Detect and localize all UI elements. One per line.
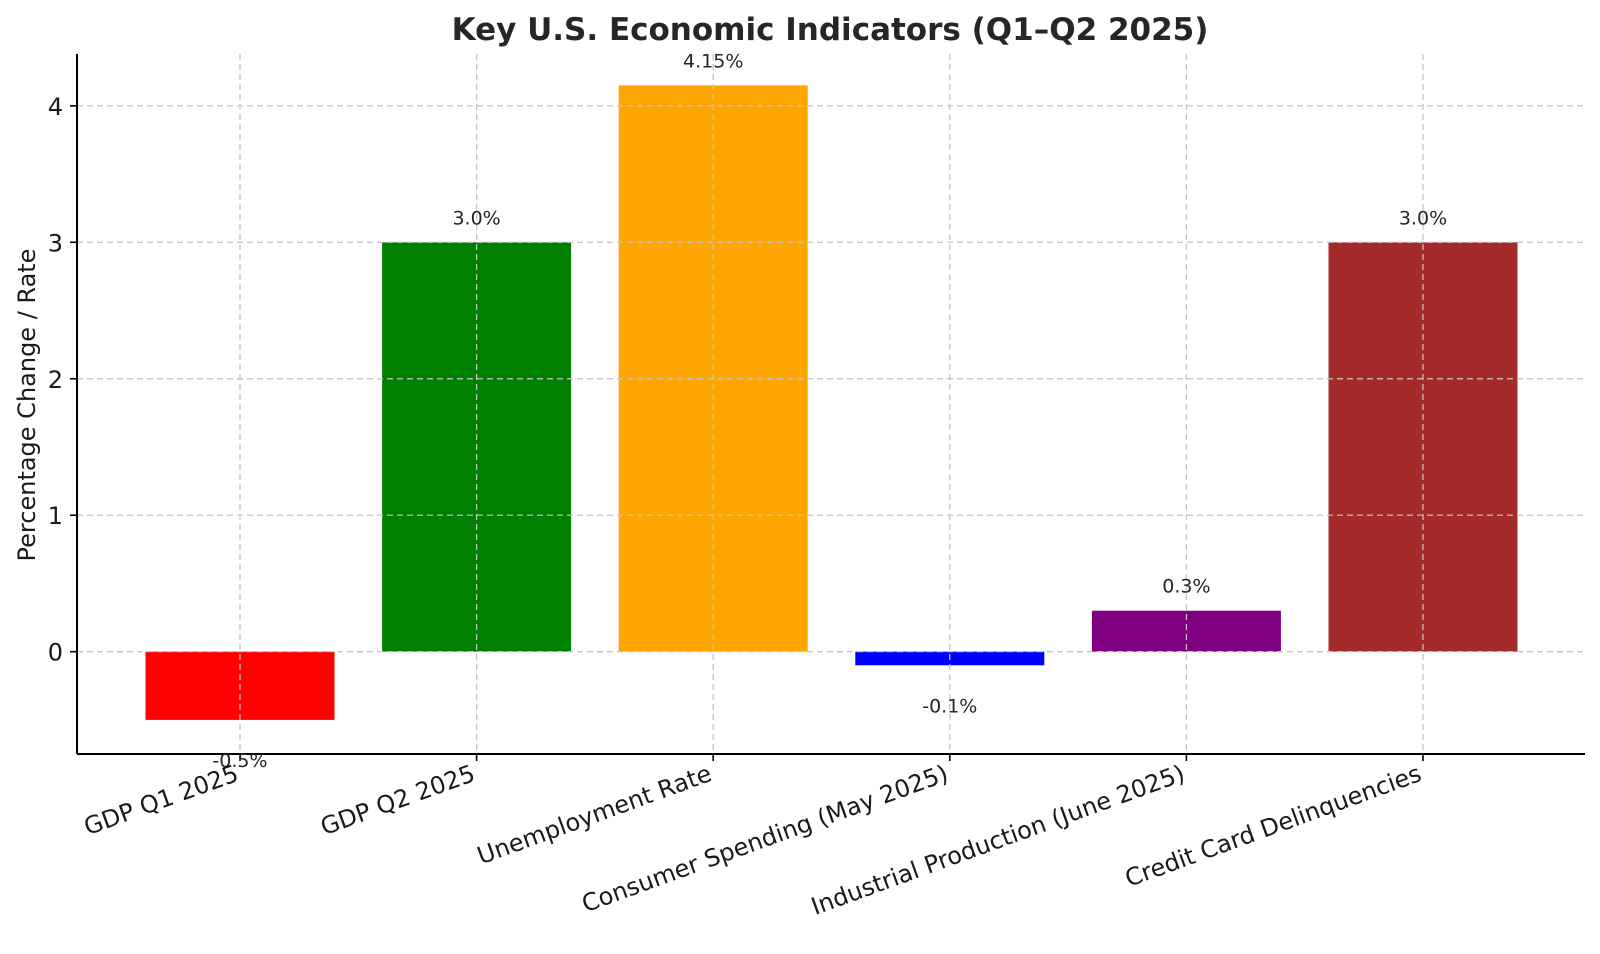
y-tick-label: 0 bbox=[48, 639, 63, 667]
bar-value-label: -0.1% bbox=[922, 695, 977, 717]
x-tick-label: GDP Q2 2025 bbox=[317, 759, 479, 841]
bars bbox=[77, 54, 1585, 754]
bar-value-label: 4.15% bbox=[683, 50, 743, 72]
y-axis-label: Percentage Change / Rate bbox=[13, 249, 41, 562]
y-tick-label: 4 bbox=[48, 93, 63, 121]
axes bbox=[70, 54, 1585, 761]
y-tick-label: 1 bbox=[48, 502, 63, 530]
x-tick-label: Industrial Production (June 2025) bbox=[808, 759, 1189, 920]
bar-value-label: -0.5% bbox=[212, 750, 267, 772]
y-tick-label: 3 bbox=[48, 229, 63, 257]
bar-value-label: 0.3% bbox=[1162, 576, 1210, 598]
y-tick-label: 2 bbox=[48, 366, 63, 394]
bar-value-label: 3.0% bbox=[1399, 207, 1447, 229]
x-tick-label: Consumer Spending (May 2025) bbox=[578, 759, 952, 918]
chart-title: Key U.S. Economic Indicators (Q1–Q2 2025… bbox=[452, 12, 1209, 48]
bar-value-label: 3.0% bbox=[452, 207, 500, 229]
x-tick-label: GDP Q1 2025 bbox=[80, 759, 242, 841]
x-tick-label: Unemployment Rate bbox=[473, 759, 715, 870]
